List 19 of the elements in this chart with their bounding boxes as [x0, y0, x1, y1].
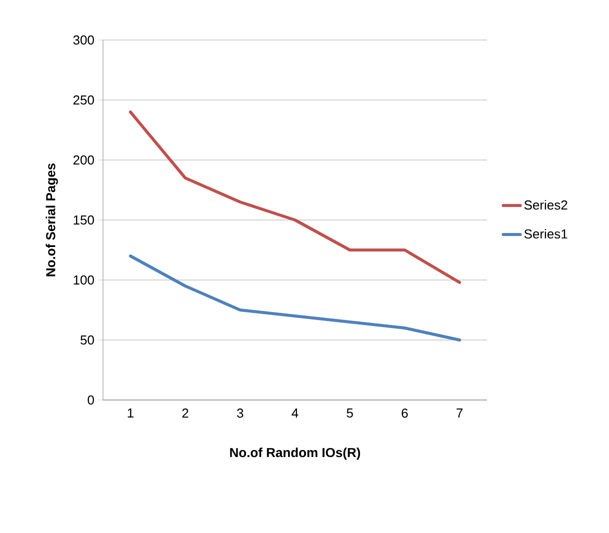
line-series [128, 110, 462, 284]
y-axis-title: No.of Serial Pages [46, 163, 58, 276]
x-tick-label: 1 [128, 408, 134, 418]
y-tick-label: 300 [73, 35, 94, 45]
y-tick-label: 150 [74, 215, 94, 225]
x-tick-label: 7 [456, 408, 463, 418]
x-tick-label: 5 [346, 408, 353, 418]
x-tick-label: 3 [237, 408, 244, 418]
x-tick-label: 4 [292, 408, 298, 418]
y-tick-label: 100 [74, 275, 94, 285]
y-tick-label: 250 [73, 95, 94, 105]
y-tick-label: 50 [80, 335, 94, 345]
x-tick-label: 6 [402, 408, 408, 418]
legend-label: Series1 [524, 228, 568, 239]
y-tick-label: 200 [73, 155, 94, 165]
legend-label: Series2 [524, 200, 568, 210]
x-tick-label: 2 [182, 408, 188, 418]
x-axis-title: No.of Random IOs(R) [230, 448, 360, 460]
y-tick-label: 0 [88, 395, 94, 405]
